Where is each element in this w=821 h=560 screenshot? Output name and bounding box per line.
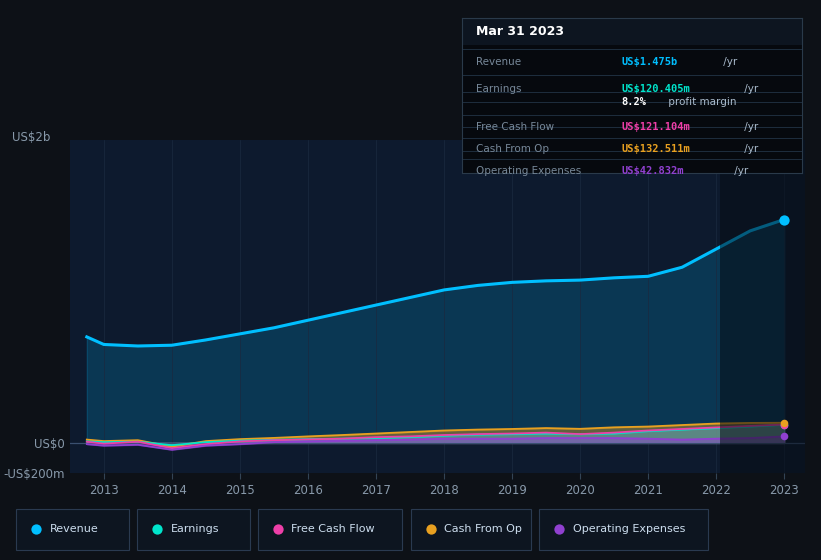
Point bbox=[271, 525, 284, 534]
Text: US$42.832m: US$42.832m bbox=[621, 166, 684, 176]
Text: /yr: /yr bbox=[741, 122, 759, 132]
Bar bbox=[462, 18, 802, 45]
Point bbox=[424, 525, 437, 534]
Point bbox=[150, 525, 163, 534]
Text: Earnings: Earnings bbox=[475, 83, 521, 94]
Text: Earnings: Earnings bbox=[171, 524, 219, 534]
FancyBboxPatch shape bbox=[137, 509, 250, 550]
Text: Mar 31 2023: Mar 31 2023 bbox=[475, 25, 563, 39]
Text: Revenue: Revenue bbox=[50, 524, 99, 534]
Text: Cash From Op: Cash From Op bbox=[444, 524, 522, 534]
FancyBboxPatch shape bbox=[539, 509, 709, 550]
Text: /yr: /yr bbox=[741, 83, 759, 94]
Text: US$132.511m: US$132.511m bbox=[621, 144, 690, 154]
Point bbox=[777, 432, 791, 441]
Text: Free Cash Flow: Free Cash Flow bbox=[475, 122, 553, 132]
Text: US$120.405m: US$120.405m bbox=[621, 83, 690, 94]
FancyBboxPatch shape bbox=[258, 509, 402, 550]
Text: Free Cash Flow: Free Cash Flow bbox=[291, 524, 375, 534]
FancyBboxPatch shape bbox=[16, 509, 129, 550]
Text: /yr: /yr bbox=[720, 57, 737, 67]
Text: US$2b: US$2b bbox=[12, 130, 51, 144]
Text: Cash From Op: Cash From Op bbox=[475, 144, 548, 154]
Text: /yr: /yr bbox=[731, 166, 748, 176]
Point bbox=[30, 525, 43, 534]
Point bbox=[777, 215, 791, 224]
Text: US$121.104m: US$121.104m bbox=[621, 122, 690, 132]
Text: profit margin: profit margin bbox=[665, 97, 736, 108]
Point bbox=[553, 525, 566, 534]
Text: 8.2%: 8.2% bbox=[621, 97, 647, 108]
Point bbox=[777, 418, 791, 427]
Point bbox=[777, 420, 791, 429]
Text: Revenue: Revenue bbox=[475, 57, 521, 67]
Text: US$1.475b: US$1.475b bbox=[621, 57, 678, 67]
Text: Operating Expenses: Operating Expenses bbox=[573, 524, 686, 534]
Text: /yr: /yr bbox=[741, 144, 759, 154]
FancyBboxPatch shape bbox=[410, 509, 531, 550]
Point bbox=[777, 420, 791, 429]
Text: Operating Expenses: Operating Expenses bbox=[475, 166, 580, 176]
Bar bbox=[719, 140, 821, 473]
